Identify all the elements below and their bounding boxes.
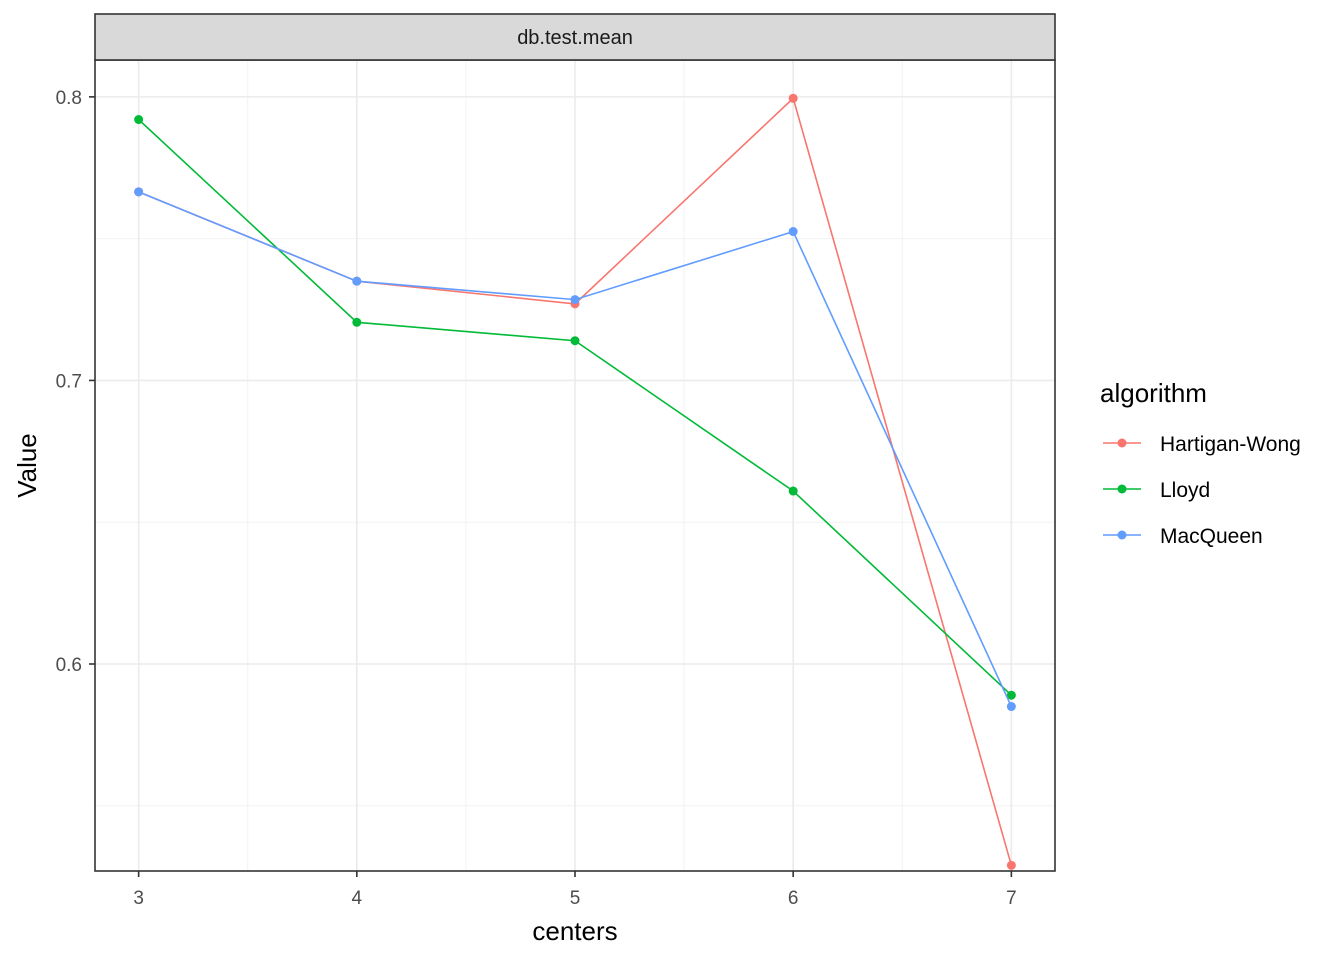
y-axis-title: Value — [12, 433, 42, 498]
data-point — [134, 187, 144, 197]
data-point — [1006, 860, 1016, 870]
y-axis: 0.6 0.7 0.8 — [56, 88, 95, 676]
data-point — [134, 115, 144, 125]
facet-title: db.test.mean — [517, 27, 633, 49]
data-point — [788, 486, 798, 496]
legend-key-point — [1117, 484, 1127, 494]
y-tick-label: 0.7 — [56, 371, 82, 392]
major-grid — [95, 60, 1055, 871]
x-tick-label: 3 — [133, 888, 144, 909]
legend: algorithm Hartigan-Wong Lloyd MacQueen — [1100, 378, 1301, 548]
legend-key-point — [1117, 530, 1127, 540]
legend-label: MacQueen — [1160, 525, 1263, 548]
data-point — [788, 227, 798, 237]
data-point — [788, 93, 798, 103]
series-layer — [134, 93, 1016, 870]
series-macqueen — [134, 187, 1016, 712]
y-tick-label: 0.8 — [56, 88, 82, 109]
data-point — [1006, 702, 1016, 712]
x-axis: 3 4 5 6 7 — [133, 871, 1017, 909]
data-point — [1006, 690, 1016, 700]
legend-label: Hartigan-Wong — [1160, 433, 1301, 456]
data-point — [570, 336, 580, 346]
y-tick-label: 0.6 — [56, 655, 82, 676]
legend-item: Hartigan-Wong — [1103, 433, 1301, 456]
x-axis-title: centers — [532, 916, 617, 946]
legend-item: MacQueen — [1103, 525, 1263, 548]
data-point — [570, 295, 580, 305]
legend-title: algorithm — [1100, 378, 1207, 408]
legend-item: Lloyd — [1103, 479, 1210, 502]
series-lloyd — [134, 115, 1016, 700]
x-tick-label: 6 — [788, 888, 799, 909]
x-tick-label: 4 — [352, 888, 363, 909]
legend-label: Lloyd — [1160, 479, 1210, 502]
data-point — [352, 317, 362, 327]
facet-strip — [94, 13, 1056, 61]
legend-key-point — [1117, 438, 1127, 448]
data-point — [352, 276, 362, 286]
x-tick-label: 7 — [1006, 888, 1017, 909]
x-tick-label: 5 — [570, 888, 581, 909]
